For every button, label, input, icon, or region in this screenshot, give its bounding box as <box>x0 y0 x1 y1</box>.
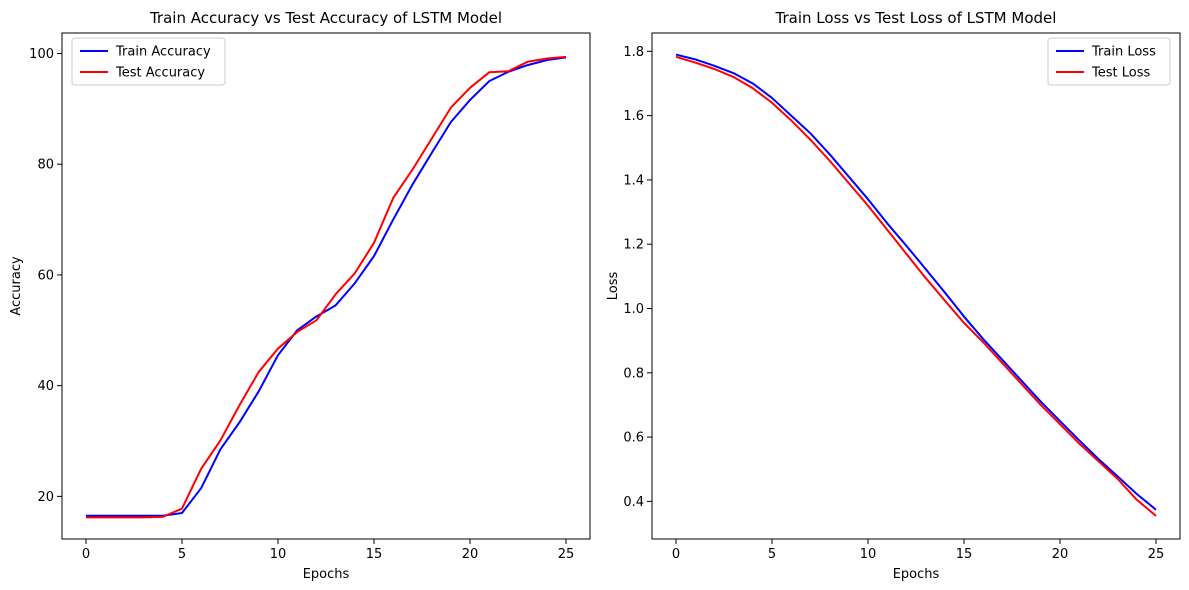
x-axis-label: Epochs <box>303 567 350 582</box>
y-tick-label: 100 <box>29 47 54 62</box>
y-tick-label: 1.2 <box>623 238 644 253</box>
x-tick-label: 10 <box>270 547 287 562</box>
x-tick-label: 25 <box>1148 547 1165 562</box>
y-tick-label: 0.4 <box>623 495 644 510</box>
series-line-test-accuracy <box>86 55 567 519</box>
x-tick-label: 15 <box>366 547 383 562</box>
y-axis-label: Accuracy <box>9 256 24 316</box>
series-line-test-loss <box>675 55 1157 517</box>
x-tick-label: 5 <box>768 547 776 562</box>
y-tick-label: 20 <box>37 490 54 505</box>
x-tick-label: 25 <box>558 547 575 562</box>
legend: Train Accuracy Test Accuracy <box>71 37 226 86</box>
legend-entry: Test Accuracy <box>115 66 205 81</box>
chart-title: Train Loss vs Test Loss of LSTM Model <box>775 9 1057 27</box>
loss-chart: Train Loss vs Test Loss of LSTM Model 0 5 1… <box>606 9 1181 582</box>
y-tick-label: 1.0 <box>623 302 644 317</box>
series-line-train-accuracy <box>86 56 567 517</box>
legend-entry: Test Loss <box>1091 66 1150 81</box>
x-axis-label: Epochs <box>893 567 940 582</box>
series-line-train-loss <box>675 53 1157 511</box>
x-tick-label: 20 <box>1052 547 1069 562</box>
x-tick-label: 20 <box>462 547 479 562</box>
x-tick-label: 5 <box>178 547 186 562</box>
legend-box <box>1047 37 1171 86</box>
x-tick-label: 10 <box>860 547 877 562</box>
y-axis-label: Loss <box>606 272 621 301</box>
y-tick-label: 60 <box>37 268 54 283</box>
chart-title: Train Accuracy vs Test Accuracy of LSTM … <box>149 9 502 27</box>
y-tick-label: 1.8 <box>623 45 644 60</box>
y-tick-label: 0.8 <box>623 366 644 381</box>
y-tick-label: 0.6 <box>623 431 644 446</box>
y-tick-label: 40 <box>37 379 54 394</box>
accuracy-chart: Train Accuracy vs Test Accuracy of LSTM … <box>9 9 591 582</box>
x-tick-label: 0 <box>82 547 90 562</box>
y-tick-label: 1.6 <box>623 109 644 124</box>
x-tick-label: 15 <box>956 547 973 562</box>
plot-frame <box>651 32 1181 540</box>
legend-entry: Train Loss <box>1091 45 1156 60</box>
y-tick-label: 80 <box>37 158 54 173</box>
legend-entry: Train Accuracy <box>115 45 211 60</box>
x-tick-label: 0 <box>672 547 680 562</box>
legend: Train Loss Test Loss <box>1047 37 1171 86</box>
legend-box <box>71 37 226 86</box>
plot-frame <box>61 32 591 540</box>
y-tick-label: 1.4 <box>623 173 644 188</box>
